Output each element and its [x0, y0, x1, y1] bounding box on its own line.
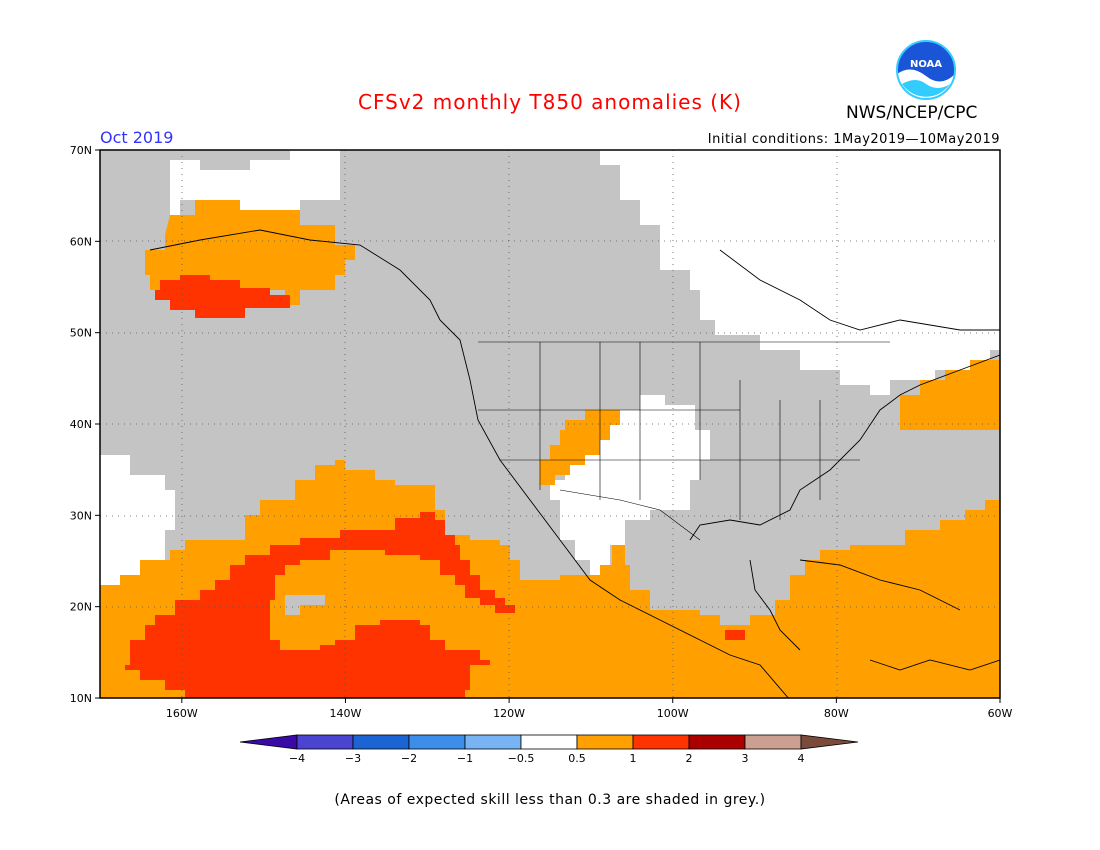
colorbar-label: 1: [630, 752, 637, 765]
colorbar-label: −3: [345, 752, 361, 765]
lon-tick-label: 60W: [988, 707, 1013, 720]
grey-hole-pacific: [285, 595, 325, 615]
lon-tick-label: 100W: [657, 707, 689, 720]
warm-anomaly-atlantic-ne: [900, 360, 1000, 430]
longitude-axis: 160W 140W 120W 100W 80W 60W: [166, 698, 1013, 720]
lat-tick-label: 50N: [70, 327, 92, 340]
lat-tick-label: 20N: [70, 601, 92, 614]
colorbar-label: 2: [686, 752, 693, 765]
hot-anomaly-alaska-south: [155, 275, 290, 318]
latitude-axis: 70N 60N 50N 40N 30N 20N 10N: [70, 144, 100, 705]
colorbar-label: 4: [798, 752, 805, 765]
colorbar-segment: [688, 734, 746, 750]
lon-tick-label: 140W: [330, 707, 362, 720]
lat-tick-label: 10N: [70, 692, 92, 705]
hot-anomaly-central-america: [725, 630, 745, 640]
colorbar-segment: [632, 734, 690, 750]
colorbar-segment: [239, 734, 298, 750]
colorbar-label: 0.5: [568, 752, 586, 765]
valid-month-label: Oct 2019: [100, 128, 174, 147]
neutral-region-bering: [170, 150, 340, 220]
lat-tick-label: 40N: [70, 418, 92, 431]
colorbar-segment: [296, 734, 354, 750]
lon-tick-label: 80W: [824, 707, 849, 720]
initial-conditions-label: Initial conditions: 1May2019—10May2019: [707, 132, 1000, 147]
colorbar-segment: [800, 734, 859, 750]
lat-tick-label: 70N: [70, 144, 92, 157]
lat-tick-label: 30N: [70, 509, 92, 522]
noaa-logo: NOAA: [896, 40, 956, 103]
colorbar-segment: [352, 734, 410, 750]
map-plot-area: [100, 150, 1000, 698]
map-title: CFSv2 monthly T850 anomalies (K): [358, 90, 742, 114]
colorbar-label: −4: [289, 752, 305, 765]
lon-tick-label: 160W: [166, 707, 198, 720]
colorbar-segment: [520, 734, 578, 750]
coastlines: [149, 229, 1000, 698]
colorbar-label: −0.5: [508, 752, 535, 765]
graticule: [100, 150, 1000, 698]
hot-anomaly-subtropical-pacific: [125, 512, 515, 698]
colorbar-label: 3: [742, 752, 749, 765]
skill-footnote: (Areas of expected skill less than 0.3 a…: [334, 792, 766, 808]
neutral-region-arctic: [340, 150, 1000, 395]
lat-tick-label: 60N: [70, 235, 92, 248]
colorbar-label: −2: [401, 752, 417, 765]
agency-label: NWS/NCEP/CPC: [846, 103, 978, 123]
neutral-region-west-pacific: [100, 455, 175, 585]
warm-anomaly-tropics: [100, 460, 1000, 698]
colorbar-segment: [408, 734, 466, 750]
colorbar-segment: [576, 734, 634, 750]
colorbar-segment: [464, 734, 522, 750]
noaa-logo-text: NOAA: [910, 59, 942, 70]
colorbar-segment: [744, 734, 802, 750]
political-borders: [478, 341, 890, 541]
lon-tick-label: 120W: [493, 707, 525, 720]
colorbar-label: −1: [457, 752, 473, 765]
colorbar-legend: −4 −3 −2 −1 −0.5 0.5 1 2 3 4: [239, 734, 859, 765]
